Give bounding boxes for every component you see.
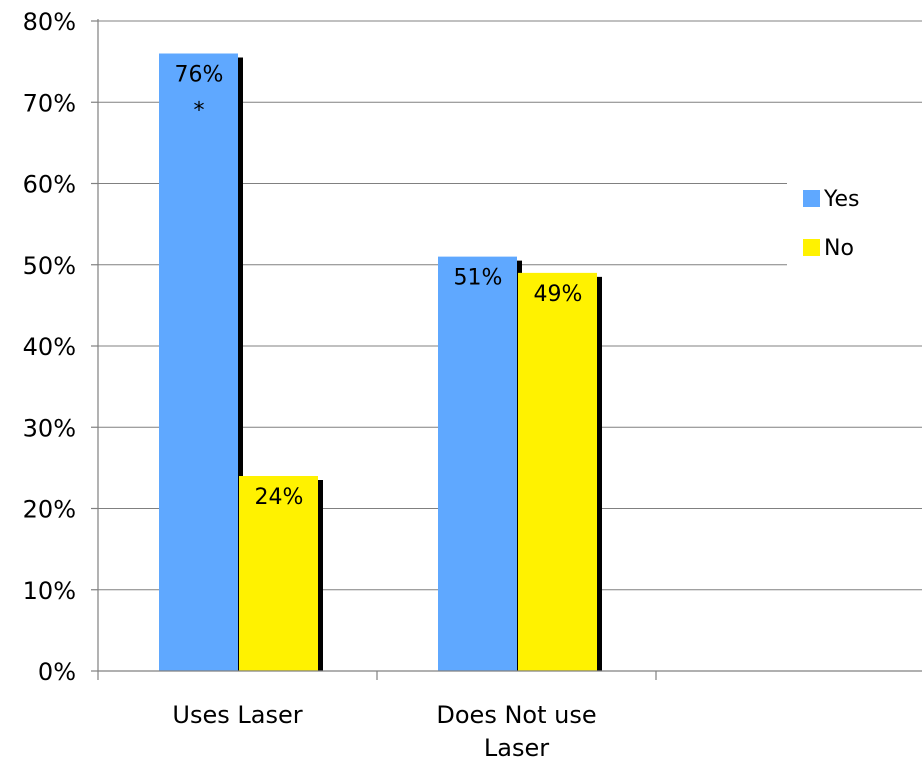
y-tick-label: 20% [23, 496, 76, 524]
legend-label-yes: Yes [823, 187, 860, 212]
y-tick-label: 0% [38, 658, 76, 686]
y-tick-label: 50% [23, 252, 76, 280]
bar-shadow [238, 57, 243, 671]
y-tick-label: 80% [23, 8, 76, 36]
y-tick-label: 60% [23, 171, 76, 199]
y-tick-label: 40% [23, 333, 76, 361]
bars [159, 53, 602, 671]
data-label: 24% [255, 485, 304, 510]
bar-yes-1 [159, 53, 238, 671]
legend-swatch-no [803, 239, 820, 256]
bar-yes-2 [438, 256, 517, 671]
labels: 0% 10% 20% 30% 40% 50% 60% 70% 80% 76% 24% Uses Las… [23, 8, 597, 762]
bar-shadow [318, 480, 323, 671]
bar-shadow [597, 276, 602, 671]
data-label: 76% [175, 63, 224, 88]
legend: Yes No [803, 187, 860, 261]
category-label: Does Not use [436, 701, 596, 729]
legend-swatch-yes [803, 190, 820, 207]
y-tick-label: 30% [23, 414, 76, 442]
legend-label-no: No [824, 236, 854, 261]
bar-no-2 [518, 272, 597, 671]
category-label: Uses Laser [172, 701, 302, 729]
y-tick-label: 10% [23, 577, 76, 605]
y-tick-label: 70% [23, 89, 76, 117]
data-label: 51% [454, 266, 503, 291]
bar-no-1 [239, 476, 318, 671]
category-label: Laser [484, 734, 549, 762]
significance-marker: * [194, 99, 205, 124]
data-label: 49% [534, 282, 583, 307]
axes [91, 19, 922, 680]
